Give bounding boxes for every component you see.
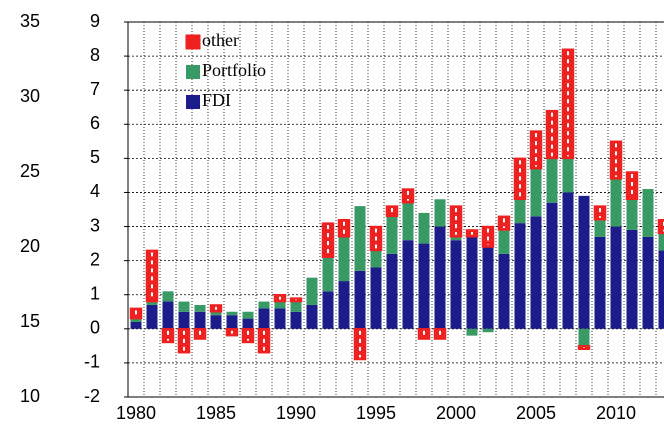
y-tick-label: 8 bbox=[90, 45, 100, 65]
bar bbox=[547, 158, 558, 202]
bar bbox=[291, 312, 302, 329]
y-tick-label: 0 bbox=[90, 318, 100, 338]
bar bbox=[515, 223, 526, 329]
bar bbox=[419, 244, 430, 329]
bar bbox=[163, 291, 174, 301]
bar bbox=[179, 312, 190, 329]
bar bbox=[275, 308, 286, 328]
bar bbox=[195, 312, 206, 329]
bar bbox=[131, 322, 142, 329]
bar bbox=[243, 319, 254, 329]
bar bbox=[387, 216, 398, 254]
bar bbox=[547, 203, 558, 329]
bar bbox=[547, 111, 558, 159]
y2-tick-label: 25 bbox=[20, 161, 40, 181]
bar bbox=[467, 237, 478, 329]
x-tick-label: 1990 bbox=[276, 403, 316, 423]
bar bbox=[323, 291, 334, 329]
y2-tick-label: 15 bbox=[20, 311, 40, 331]
bar bbox=[419, 213, 430, 244]
x-tick-label: 2010 bbox=[596, 403, 636, 423]
bar bbox=[179, 302, 190, 312]
bar bbox=[467, 329, 478, 336]
bar bbox=[659, 233, 664, 250]
legend-swatch bbox=[186, 65, 200, 79]
bar bbox=[483, 247, 494, 329]
y-tick-label: 3 bbox=[90, 215, 100, 235]
y-tick-label: 6 bbox=[90, 113, 100, 133]
bar bbox=[531, 169, 542, 217]
bar bbox=[611, 227, 622, 329]
bar bbox=[499, 230, 510, 254]
bar bbox=[371, 250, 382, 267]
bar bbox=[483, 329, 494, 332]
bar bbox=[659, 250, 664, 328]
bar bbox=[595, 237, 606, 329]
bar bbox=[579, 329, 590, 346]
bar bbox=[275, 302, 286, 309]
bar bbox=[371, 267, 382, 328]
x-tick-label: 2005 bbox=[516, 403, 556, 423]
bar bbox=[435, 227, 446, 329]
bar bbox=[627, 199, 638, 230]
bar bbox=[339, 237, 350, 281]
y2-tick-label: 20 bbox=[20, 236, 40, 256]
bar bbox=[643, 189, 654, 237]
legend-label: other bbox=[202, 30, 239, 50]
bar bbox=[227, 312, 238, 315]
bar bbox=[563, 158, 574, 192]
bar bbox=[243, 312, 254, 319]
y-tick-label: 1 bbox=[90, 283, 100, 303]
y-tick-label: 7 bbox=[90, 79, 100, 99]
bar bbox=[259, 302, 270, 309]
y2-tick-label: 35 bbox=[20, 11, 40, 31]
bar bbox=[515, 199, 526, 223]
y-tick-label: 2 bbox=[90, 249, 100, 269]
bar bbox=[643, 237, 654, 329]
legend-swatch bbox=[186, 35, 200, 49]
bar bbox=[195, 305, 206, 312]
bar bbox=[307, 305, 318, 329]
bar bbox=[403, 240, 414, 329]
legend-swatch bbox=[186, 95, 200, 109]
y2-tick-label: 30 bbox=[20, 86, 40, 106]
bar bbox=[307, 278, 318, 305]
bar bbox=[163, 302, 174, 329]
bar bbox=[435, 199, 446, 226]
bar bbox=[611, 179, 622, 227]
bar bbox=[499, 254, 510, 329]
bar bbox=[595, 220, 606, 237]
bar bbox=[323, 257, 334, 291]
bar bbox=[291, 302, 302, 312]
y-tick-label: -1 bbox=[84, 352, 100, 372]
y2-tick-label: 10 bbox=[20, 386, 40, 406]
bar bbox=[531, 216, 542, 329]
x-tick-label: 2000 bbox=[436, 403, 476, 423]
bar bbox=[387, 254, 398, 329]
y-tick-label: 9 bbox=[90, 11, 100, 31]
x-tick-label: 1995 bbox=[356, 403, 396, 423]
bar bbox=[355, 271, 366, 329]
bar bbox=[339, 281, 350, 329]
y-tick-label: 4 bbox=[90, 181, 100, 201]
x-tick-label: 1985 bbox=[196, 403, 236, 423]
legend-label: FDI bbox=[202, 90, 231, 110]
bar bbox=[227, 315, 238, 329]
bar bbox=[451, 240, 462, 329]
bar bbox=[627, 230, 638, 329]
bar bbox=[147, 305, 158, 329]
y-tick-label: 5 bbox=[90, 147, 100, 167]
bar bbox=[259, 308, 270, 328]
bar bbox=[355, 206, 366, 271]
bar bbox=[211, 315, 222, 329]
bar bbox=[579, 196, 590, 329]
x-tick-label: 1980 bbox=[116, 403, 156, 423]
bar bbox=[403, 203, 414, 241]
legend-label: Portfolio bbox=[202, 60, 266, 80]
y-tick-label: -2 bbox=[84, 386, 100, 406]
bar bbox=[563, 192, 574, 328]
